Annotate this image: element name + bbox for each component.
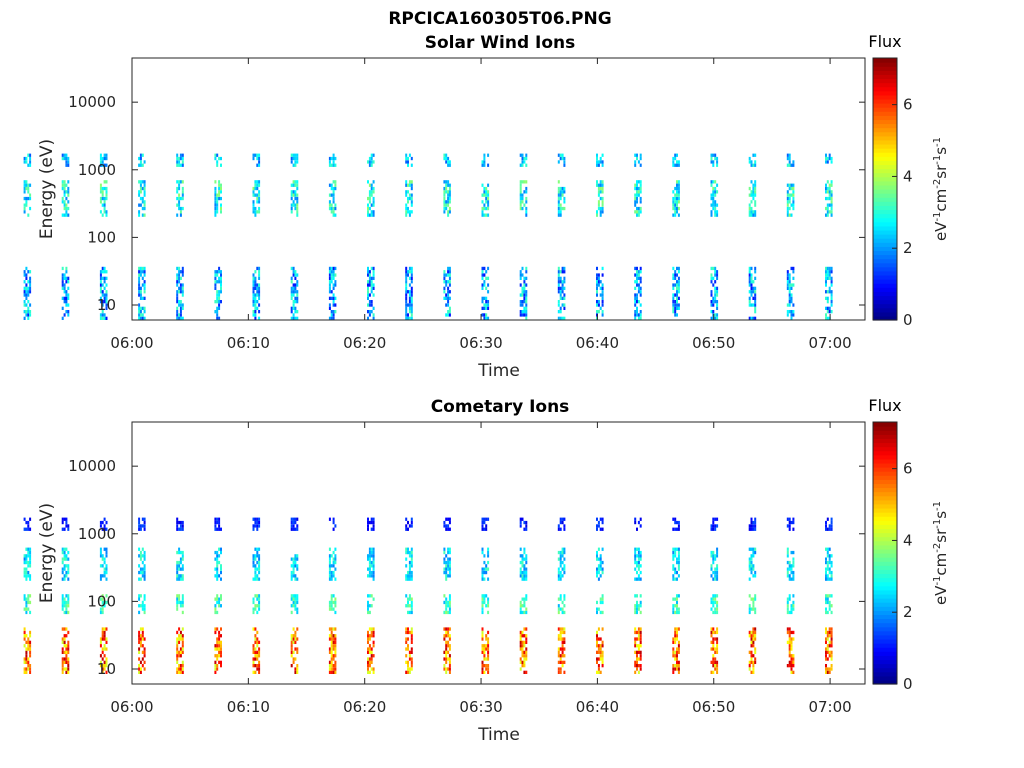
heatmap-cells [23,153,833,320]
solar-wind-ions-panel: Solar Wind Ions 06:00 06:10 06:20 06:30 06:4… [23,32,950,381]
figure-title: RPCICA160305T06.PNG [388,9,611,29]
panel-title: Solar Wind Ions [425,33,576,53]
